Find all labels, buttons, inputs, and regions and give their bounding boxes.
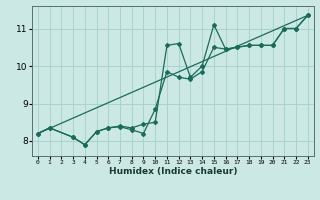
X-axis label: Humidex (Indice chaleur): Humidex (Indice chaleur) [108, 167, 237, 176]
